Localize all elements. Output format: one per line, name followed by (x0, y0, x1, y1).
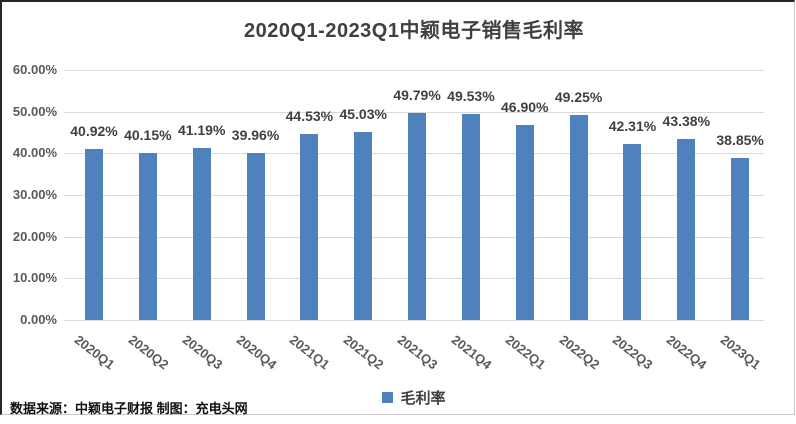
y-axis-tick-label: 40.00% (12, 145, 57, 161)
y-axis-tick-label: 0.00% (20, 312, 57, 327)
bar-value-label: 40.15% (124, 127, 172, 143)
bar-value-label: 42.31% (608, 118, 657, 134)
y-axis-tick-label: 50.00% (12, 103, 57, 119)
x-axis-tick-label: 2022Q1 (502, 332, 549, 373)
bar-2021Q2 (354, 132, 373, 320)
bar-value-label: 41.19% (177, 122, 226, 138)
bar-2020Q3 (192, 148, 211, 320)
x-axis-tick-label: 2021Q3 (394, 332, 441, 373)
gridline (64, 70, 764, 71)
bar-value-label: 44.53% (285, 108, 334, 124)
bar-2020Q1 (85, 149, 103, 320)
bar-2021Q4 (461, 114, 480, 320)
chart-title: 2020Q1-2023Q1中颖电子销售毛利率 (243, 20, 584, 42)
bar-2022Q4 (677, 139, 696, 320)
bar-2022Q3 (623, 144, 642, 320)
bar-2022Q1 (515, 125, 534, 320)
x-axis-tick-label: 2022Q2 (556, 332, 603, 373)
bar-2023Q1 (731, 158, 750, 320)
gridline (64, 111, 764, 113)
legend: 毛利率 (64, 387, 764, 408)
bar-value-label: 46.90% (501, 99, 549, 115)
x-axis-tick-label: 2022Q3 (610, 332, 656, 373)
legend-label: 毛利率 (400, 390, 446, 407)
bar-value-label: 40.92% (70, 123, 118, 139)
x-axis-tick-label: 2020Q2 (125, 332, 172, 373)
bar-2022Q2 (569, 115, 588, 320)
legend-marker-icon (382, 392, 394, 403)
y-axis-tick-label: 30.00% (12, 187, 57, 202)
bar-2021Q1 (300, 134, 319, 320)
chart-window: 2020Q1-2023Q1中颖电子销售毛利率 60.00% 50.00% 40.00… (0, 0, 795, 416)
x-axis-tick-label: 2020Q1 (71, 332, 118, 373)
y-axis-tick-label: 20.00% (12, 228, 57, 244)
bar-value-label: 39.96% (231, 127, 280, 143)
source-note: 数据来源：中颖电子财报 制图：充电头网 (10, 401, 248, 416)
x-axis-tick-label: 2020Q4 (233, 332, 279, 373)
x-axis-tick-label: 2021Q4 (448, 332, 495, 373)
bar-value-label: 45.03% (339, 106, 387, 122)
x-axis-tick-label: 2020Q3 (179, 332, 226, 373)
bar-value-label: 49.25% (554, 89, 603, 105)
y-axis-tick-label: 10.00% (12, 270, 57, 286)
bar-value-label: 49.53% (447, 88, 495, 104)
x-axis-tick-label: 2021Q1 (287, 332, 333, 373)
x-axis-tick-label: 2022Q4 (664, 332, 710, 373)
x-axis-tick-label: 2023Q1 (717, 332, 764, 373)
bar-2020Q2 (138, 153, 157, 320)
bar-value-label: 38.85% (716, 132, 764, 148)
x-axis-tick-label: 2021Q2 (340, 332, 387, 373)
bar-value-label: 43.38% (662, 113, 711, 129)
bar-value-label: 49.79% (393, 87, 441, 103)
y-axis-tick-label: 60.00% (12, 62, 57, 77)
bar-2020Q4 (246, 153, 265, 320)
bar-2021Q3 (408, 113, 427, 320)
gridline (64, 320, 764, 321)
